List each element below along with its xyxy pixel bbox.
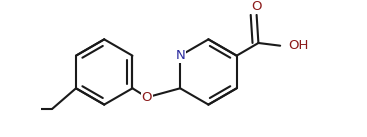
Text: O: O [251, 0, 262, 13]
Text: O: O [142, 91, 152, 104]
Text: OH: OH [288, 39, 309, 52]
Text: N: N [175, 49, 185, 62]
